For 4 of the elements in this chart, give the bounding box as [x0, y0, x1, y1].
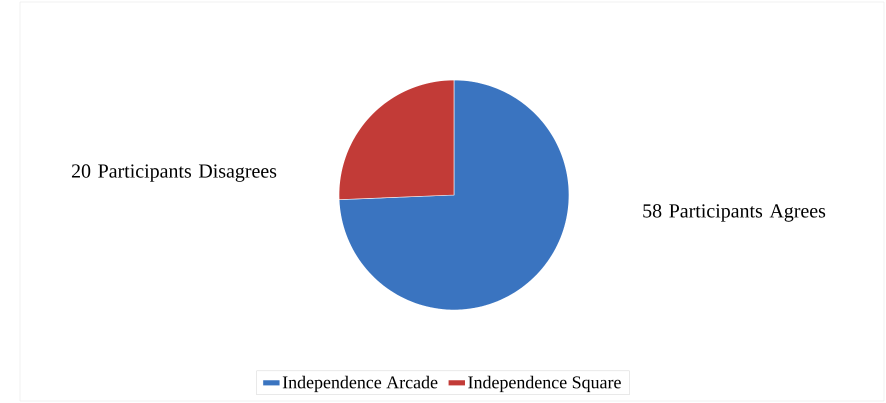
- legend-label: Independence Square: [468, 376, 621, 392]
- data-label: 58 Participants Agrees: [643, 204, 826, 222]
- data-label: 20 Participants Disagrees: [72, 164, 276, 182]
- legend-label: Independence Arcade: [282, 376, 438, 392]
